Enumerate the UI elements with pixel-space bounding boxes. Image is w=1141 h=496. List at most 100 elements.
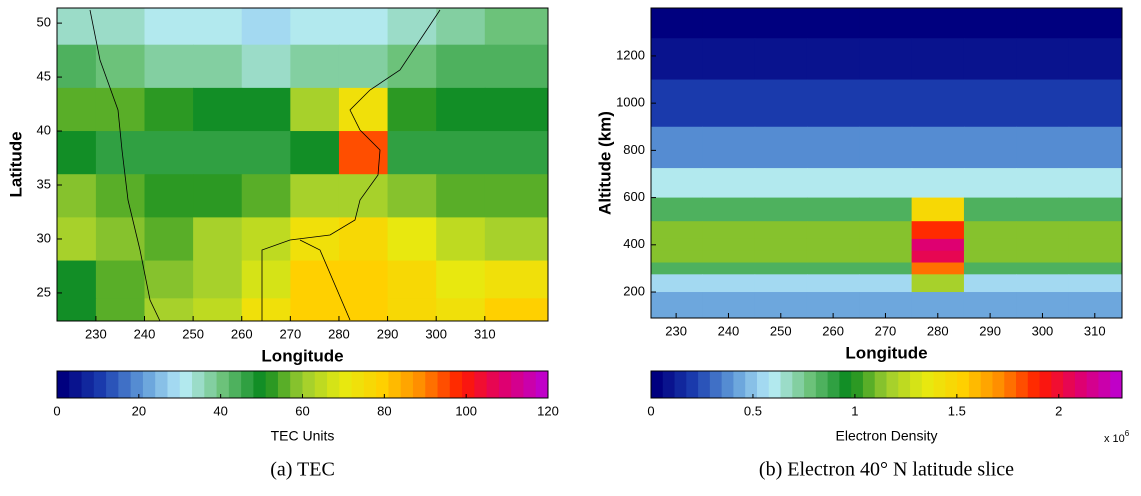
heat-cell bbox=[484, 217, 548, 262]
heat-cell bbox=[387, 8, 437, 46]
colorbar-step bbox=[721, 371, 734, 398]
heat-cell bbox=[290, 298, 340, 321]
y-tick-label: 25 bbox=[37, 284, 51, 299]
x-tick-label: 310 bbox=[1084, 323, 1106, 338]
colorbar-step bbox=[351, 371, 365, 398]
y-tick-label: 40 bbox=[37, 122, 51, 137]
heat-cell bbox=[95, 260, 146, 299]
colorbar-step bbox=[709, 371, 723, 398]
colorbar-step bbox=[933, 371, 946, 398]
x-tick-label: 290 bbox=[979, 323, 1001, 338]
colorbar-step bbox=[1039, 371, 1052, 398]
coastline bbox=[89, 9, 441, 321]
heat-cell bbox=[387, 131, 437, 175]
heat-cell bbox=[57, 87, 97, 132]
heat-cell bbox=[57, 260, 97, 299]
heat-cell bbox=[290, 174, 340, 218]
x-tick-label: 240 bbox=[134, 326, 156, 341]
heat-cell bbox=[1016, 38, 1070, 81]
heat-cell bbox=[1068, 79, 1122, 128]
heat-cell bbox=[241, 260, 291, 299]
colorbar-step bbox=[388, 371, 402, 398]
colorbar-step bbox=[523, 371, 537, 398]
heat-cell bbox=[806, 8, 860, 39]
colorbar bbox=[651, 371, 1123, 398]
heat-cell bbox=[144, 44, 194, 89]
heat-cell bbox=[911, 79, 965, 128]
heat-cell bbox=[436, 217, 486, 262]
heat-cell bbox=[290, 260, 340, 299]
y-tick-label: 800 bbox=[623, 142, 645, 157]
heat-cell bbox=[484, 260, 548, 299]
plot-frame bbox=[56, 7, 549, 322]
y-tick-label: 600 bbox=[623, 189, 645, 204]
x-axis-label: Longitude bbox=[845, 343, 927, 362]
colorbar-step bbox=[265, 371, 279, 398]
heat-cell bbox=[436, 44, 486, 89]
heat-cell bbox=[963, 79, 1017, 128]
colorbar-label: Electron Density bbox=[836, 428, 938, 444]
heat-cell bbox=[1016, 221, 1070, 240]
heat-cell bbox=[1068, 262, 1122, 275]
heat-cell bbox=[144, 131, 194, 175]
colorbar-step bbox=[804, 371, 817, 398]
colorbar-step bbox=[253, 371, 267, 398]
colorbar-step bbox=[167, 371, 181, 398]
heat-cell bbox=[859, 274, 913, 293]
colorbar-step bbox=[745, 371, 758, 398]
heat-cell bbox=[484, 87, 548, 132]
heat-cell bbox=[241, 217, 291, 262]
heat-cell bbox=[436, 260, 486, 299]
heat-cell bbox=[754, 168, 808, 199]
heat-cell bbox=[806, 197, 860, 222]
heat-cell bbox=[193, 174, 243, 218]
heat-cell bbox=[484, 8, 548, 46]
colorbar-step bbox=[898, 371, 911, 398]
heat-cell bbox=[338, 8, 389, 46]
heat-cell bbox=[754, 221, 808, 240]
heat-cell bbox=[806, 168, 860, 199]
heat-cell bbox=[702, 8, 756, 39]
x-tick-label: 290 bbox=[377, 326, 399, 341]
heat-cell bbox=[754, 197, 808, 222]
y-tick-label: 1000 bbox=[616, 95, 645, 110]
heat-cell bbox=[57, 131, 97, 175]
heat-cell bbox=[859, 238, 913, 252]
heat-cell bbox=[290, 8, 340, 46]
colorbar-step bbox=[228, 371, 242, 398]
heat-cell bbox=[1016, 197, 1070, 222]
colorbar-step bbox=[1027, 371, 1041, 398]
heat-cell bbox=[387, 298, 437, 321]
colorbar-step bbox=[839, 371, 852, 398]
heat-cell bbox=[754, 8, 808, 39]
heat-cell bbox=[193, 8, 243, 46]
colorbar-step bbox=[910, 371, 923, 398]
heat-cell bbox=[484, 298, 548, 321]
heat-cell bbox=[1068, 274, 1122, 293]
x-tick-label: 250 bbox=[182, 326, 204, 341]
heat-cell bbox=[193, 131, 243, 175]
heat-cell bbox=[1016, 168, 1070, 199]
heat-cell bbox=[911, 238, 965, 252]
colorbar-step bbox=[302, 371, 316, 398]
heat-cell bbox=[702, 238, 756, 252]
heat-cell bbox=[1068, 38, 1122, 81]
heat-cell bbox=[290, 87, 340, 132]
x-tick-label: 260 bbox=[822, 323, 844, 338]
heat-cell bbox=[436, 298, 486, 321]
heat-cell bbox=[702, 168, 756, 199]
colorbar-step bbox=[651, 371, 664, 398]
x-tick-label: 260 bbox=[231, 326, 253, 341]
caption: (b) Electron 40° N latitude slice bbox=[759, 459, 1014, 481]
y-tick-label: 30 bbox=[37, 230, 51, 245]
heat-cell bbox=[241, 131, 291, 175]
heat-cell bbox=[963, 126, 1017, 169]
colorbar-step bbox=[192, 371, 205, 398]
heat-cell bbox=[911, 197, 965, 222]
heat-cell bbox=[338, 131, 389, 175]
heat-cell bbox=[193, 260, 243, 299]
heat-cell bbox=[651, 274, 703, 293]
heat-cell bbox=[911, 262, 965, 275]
colorbar-step bbox=[130, 371, 144, 398]
heat-cell bbox=[436, 8, 486, 46]
